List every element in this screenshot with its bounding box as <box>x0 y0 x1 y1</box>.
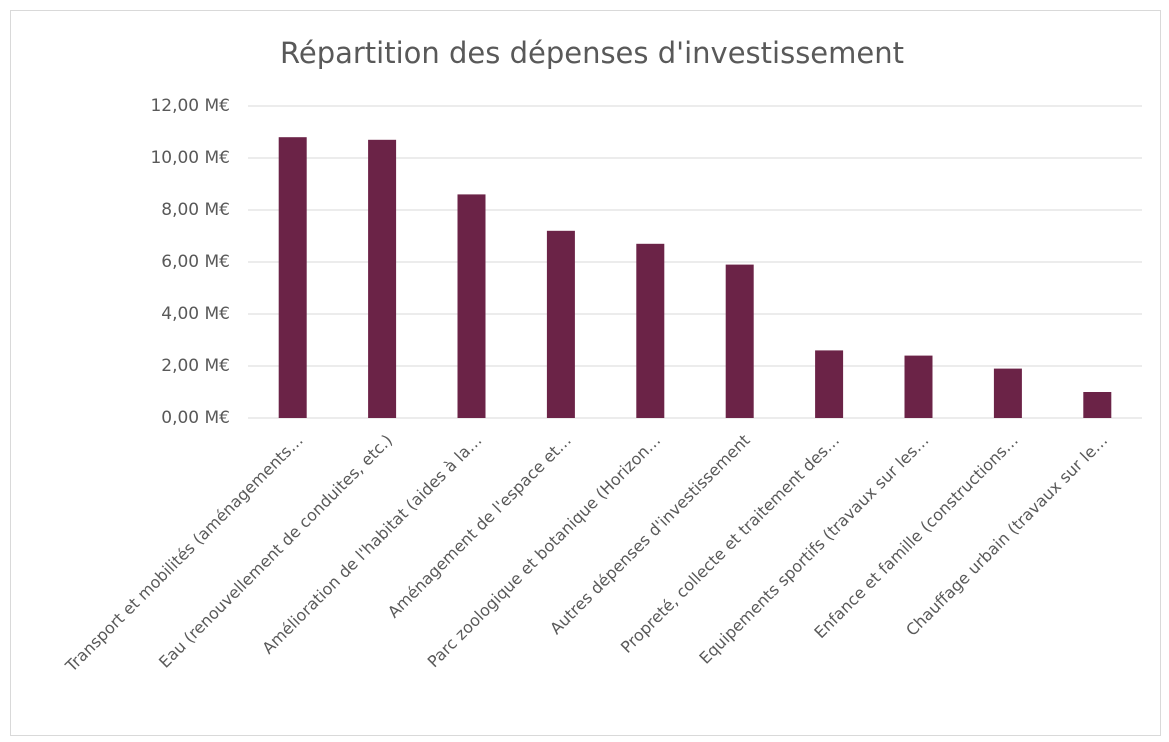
chart-title: Répartition des dépenses d'investissemen… <box>280 36 904 70</box>
bar <box>278 137 307 418</box>
y-tick-label: 0,00 M€ <box>161 408 230 428</box>
y-tick-label: 4,00 M€ <box>161 304 230 324</box>
y-tick-label: 10,00 M€ <box>150 148 230 168</box>
y-tick-label: 8,00 M€ <box>161 200 230 220</box>
y-tick-label: 6,00 M€ <box>161 252 230 272</box>
chart-frame <box>10 10 1161 736</box>
bar <box>457 194 486 418</box>
bar <box>904 355 933 418</box>
bar <box>815 350 844 418</box>
bar <box>993 368 1022 418</box>
bar <box>368 139 397 419</box>
bar <box>1083 392 1112 418</box>
y-tick-label: 12,00 M€ <box>150 96 230 116</box>
bar <box>546 230 575 418</box>
bar <box>636 243 665 418</box>
bar <box>725 264 754 418</box>
y-tick-label: 2,00 M€ <box>161 356 230 376</box>
